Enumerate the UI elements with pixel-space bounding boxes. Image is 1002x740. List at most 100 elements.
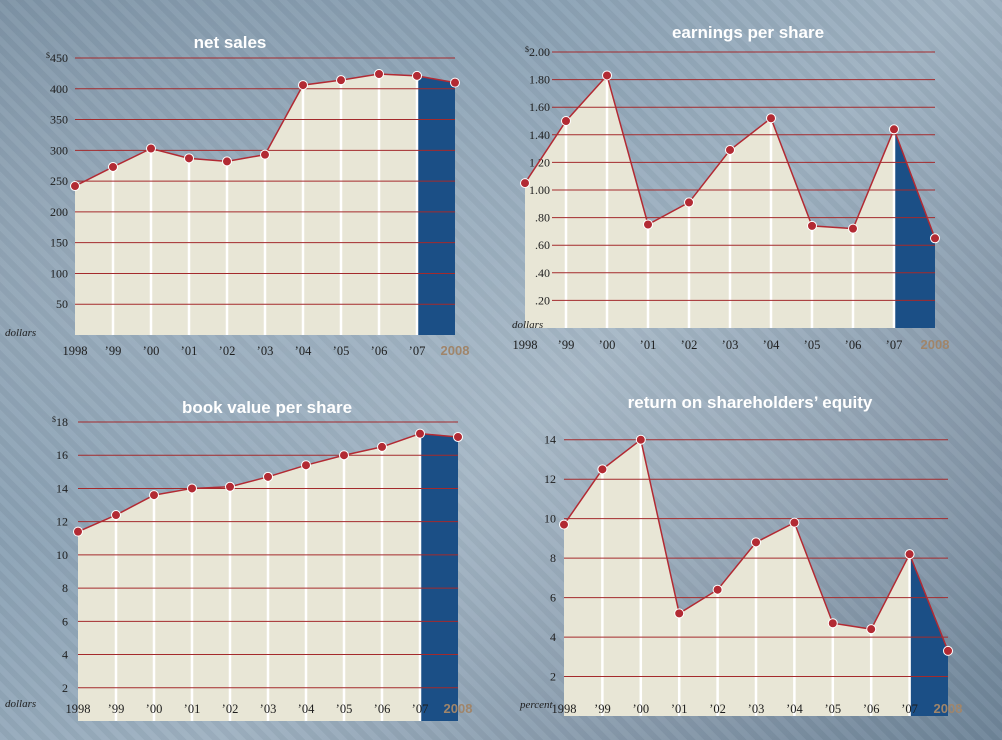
y-tick-label: 350: [50, 113, 68, 127]
y-tick-label: 14: [56, 481, 68, 495]
y-tick-label: $18: [52, 415, 68, 429]
y-tick-label: 4: [62, 648, 68, 662]
data-point-’04: [301, 460, 311, 471]
data-point-’99: [111, 510, 121, 521]
data-point-1998: [520, 178, 530, 189]
data-point-’02: [712, 584, 723, 595]
data-point-’07: [412, 70, 422, 81]
data-point-’05: [807, 220, 817, 231]
chart-title: net sales: [194, 33, 267, 52]
area-fill: [75, 74, 417, 335]
unit-label: percent: [519, 699, 554, 711]
x-tick-label: 1998: [513, 338, 538, 352]
data-point-’03: [725, 144, 735, 155]
x-tick-label: ’00: [143, 344, 160, 358]
x-tick-label: ’02: [219, 344, 236, 358]
y-tick-label: .20: [535, 293, 550, 307]
y-tick-label: 2: [550, 670, 556, 684]
y-tick-label: $2.00: [525, 45, 550, 59]
data-point-’05: [339, 450, 349, 461]
x-tick-label: 2008: [921, 337, 950, 352]
x-tick-label: ’05: [333, 344, 350, 358]
y-tick-label: 2: [62, 681, 68, 695]
data-point-’03: [263, 471, 273, 482]
x-tick-label: ’06: [374, 702, 391, 716]
x-tick-label: ’01: [640, 338, 657, 352]
data-point-’06: [866, 624, 877, 635]
data-point-’99: [108, 161, 118, 172]
data-point-’05: [827, 618, 838, 629]
x-tick-label: ’03: [722, 338, 739, 352]
chart-title: earnings per share: [672, 23, 824, 42]
data-point-’07: [889, 124, 899, 135]
x-tick-label: ’99: [108, 702, 125, 716]
data-point-’99: [561, 116, 571, 126]
x-tick-label: ’01: [671, 702, 688, 716]
data-point-’02: [222, 156, 232, 167]
x-tick-label: ’01: [181, 344, 198, 358]
data-point-’00: [602, 70, 612, 81]
data-point-2008: [450, 77, 460, 88]
x-tick-label: ’00: [146, 702, 163, 716]
x-tick-label: ’99: [558, 338, 575, 352]
data-point-’06: [374, 69, 384, 80]
data-point-’00: [149, 490, 159, 501]
x-tick-label: ’04: [763, 338, 780, 352]
y-tick-label: 1.60: [529, 100, 550, 114]
x-tick-label: ’02: [681, 338, 698, 352]
y-tick-label: 6: [62, 614, 68, 628]
y-tick-label: 14: [544, 433, 556, 447]
x-tick-label: ’05: [336, 702, 353, 716]
data-point-’06: [377, 441, 387, 452]
y-tick-label: 150: [50, 236, 68, 250]
data-point-’00: [635, 434, 646, 445]
y-tick-label: 100: [50, 266, 68, 280]
x-tick-label: ’06: [371, 344, 388, 358]
data-point-’05: [336, 75, 346, 86]
book-value-per-share-chart: 2 4 6 8 10 12 14 16 $18 1998 ’99 ’00 ’01 ’02 ’03 ’04 ’05…: [0, 370, 490, 740]
data-point-’03: [260, 149, 270, 160]
data-point-’01: [643, 219, 653, 230]
area-fill: [78, 433, 420, 721]
y-tick-label: 10: [56, 548, 68, 562]
x-tick-label: 1998: [66, 702, 91, 716]
x-tick-label: ’00: [632, 702, 649, 716]
x-tick-label: ’06: [863, 702, 880, 716]
data-point-1998: [559, 519, 569, 530]
y-tick-label: 8: [550, 551, 556, 565]
y-tick-label: 1.80: [529, 73, 550, 87]
y-tick-label: 12: [544, 472, 556, 486]
chart-title: return on shareholders’ equity: [628, 393, 873, 412]
y-tick-label: 1.00: [529, 183, 550, 197]
net-sales-chart: 50 100 150 200 250 300 350 400 $450 1998 ’99 ’00 ’01…: [0, 0, 490, 370]
x-tick-label: ’07: [412, 702, 429, 716]
x-tick-label: ’05: [824, 702, 841, 716]
area-highlight-2008: [909, 554, 948, 716]
data-point-’07: [415, 428, 425, 439]
x-tick-label: 1998: [552, 702, 577, 716]
y-tick-label: 6: [550, 591, 556, 605]
y-tick-label: 12: [56, 515, 68, 529]
data-point-’04: [789, 517, 800, 528]
data-point-1998: [73, 526, 83, 537]
data-point-’06: [848, 223, 858, 234]
x-tick-label: ’03: [260, 702, 277, 716]
x-tick-label: ’04: [298, 702, 315, 716]
area-highlight-2008: [894, 129, 935, 328]
data-point-’01: [674, 608, 685, 619]
y-tick-label: 8: [62, 581, 68, 595]
data-point-’00: [146, 143, 156, 154]
area-fill: [564, 439, 910, 716]
earnings-per-share-chart: .20.40.60.80 1.00 1.20 1.40 1.60 1.80 $2.00 199…: [500, 0, 1000, 370]
unit-label: dollars: [512, 319, 543, 331]
x-tick-label: ’04: [295, 344, 312, 358]
x-tick-label: 2008: [934, 701, 963, 716]
data-point-2008: [943, 645, 953, 656]
data-point-2008: [930, 233, 940, 244]
y-tick-label: .40: [535, 266, 550, 280]
x-tick-label: ’05: [804, 338, 821, 352]
x-tick-label: ’00: [599, 338, 616, 352]
y-tick-label: 10: [544, 512, 556, 526]
x-tick-label: ’02: [709, 702, 726, 716]
unit-label: dollars: [5, 698, 36, 710]
